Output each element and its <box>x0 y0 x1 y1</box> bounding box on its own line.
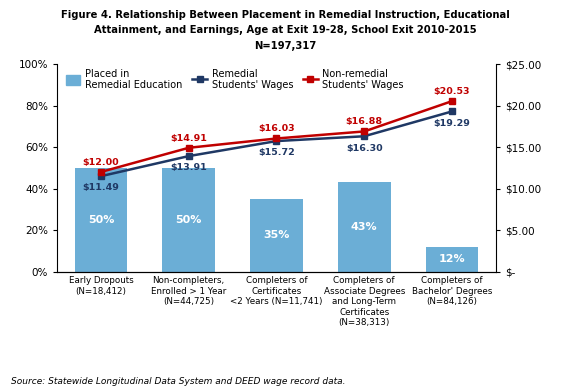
Bar <box>162 168 215 272</box>
Bar <box>338 182 390 272</box>
Text: 50%: 50% <box>88 215 114 225</box>
Text: $15.72: $15.72 <box>258 148 295 158</box>
Text: $16.03: $16.03 <box>258 124 295 133</box>
Text: $12.00: $12.00 <box>83 158 119 167</box>
Legend: Placed in
Remedial Education, Remedial
Students' Wages, Non-remedial
Students' W: Placed in Remedial Education, Remedial S… <box>62 65 408 94</box>
Text: N=197,317: N=197,317 <box>254 41 316 51</box>
Text: $20.53: $20.53 <box>434 87 470 96</box>
Text: $13.91: $13.91 <box>170 163 207 172</box>
Bar <box>250 199 303 272</box>
Text: $16.88: $16.88 <box>345 117 383 126</box>
Text: 12%: 12% <box>439 254 465 264</box>
Text: Source: Statewide Longitudinal Data System and DEED wage record data.: Source: Statewide Longitudinal Data Syst… <box>11 377 346 386</box>
Text: 43%: 43% <box>351 222 377 232</box>
Text: $19.29: $19.29 <box>434 119 470 128</box>
Text: $16.30: $16.30 <box>346 144 382 152</box>
Bar <box>75 168 127 272</box>
Bar <box>426 247 478 272</box>
Text: $11.49: $11.49 <box>83 184 119 192</box>
Text: Figure 4. Relationship Between Placement in Remedial Instruction, Educational: Figure 4. Relationship Between Placement… <box>60 10 510 20</box>
Text: 50%: 50% <box>176 215 202 225</box>
Text: 35%: 35% <box>263 230 290 240</box>
Text: Attainment, and Earnings, Age at Exit 19-28, School Exit 2010-2015: Attainment, and Earnings, Age at Exit 19… <box>93 25 477 35</box>
Text: $14.91: $14.91 <box>170 133 207 143</box>
